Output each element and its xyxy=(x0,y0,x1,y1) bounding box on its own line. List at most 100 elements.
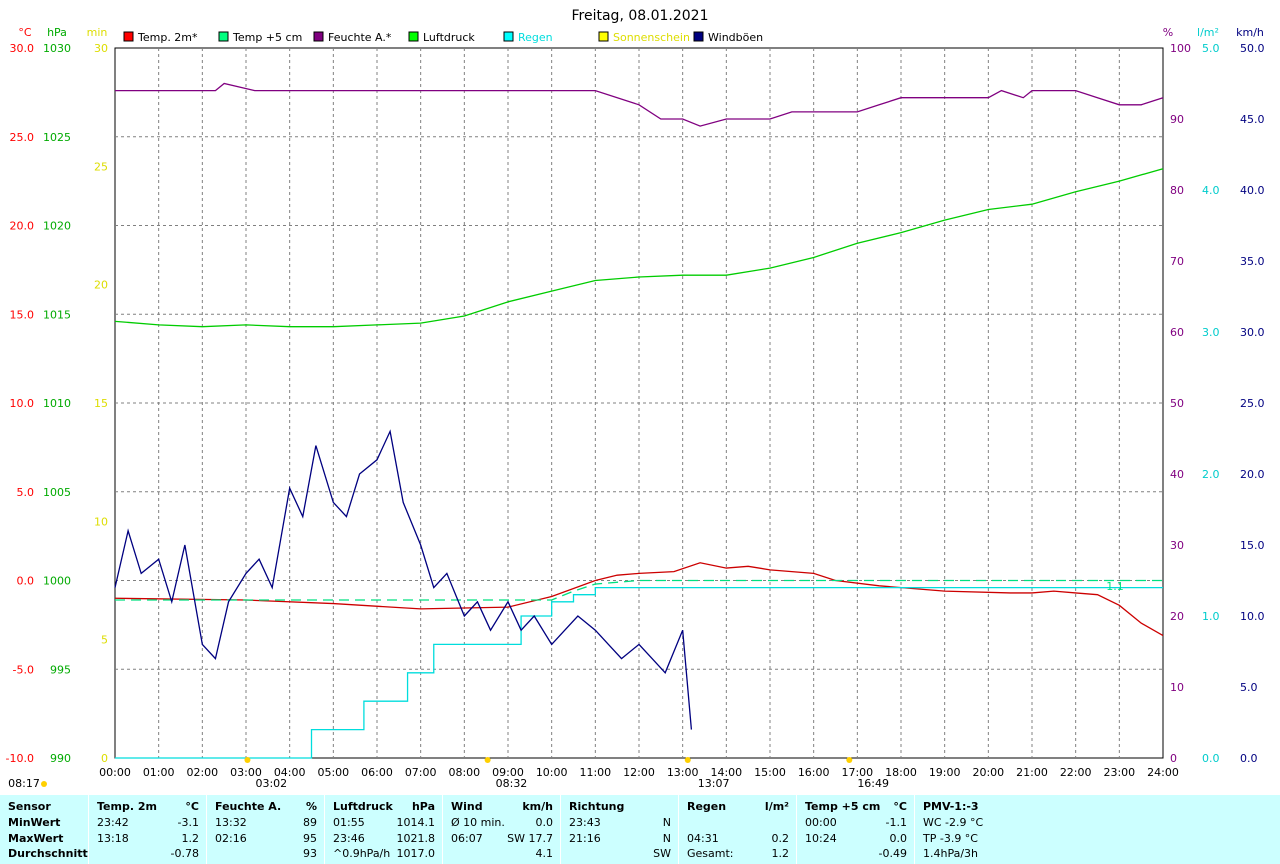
wind-tick-label: 50.0 xyxy=(1240,42,1265,55)
rain-tick-label: 5.0 xyxy=(1202,42,1220,55)
wind-tick-label: 40.0 xyxy=(1240,184,1265,197)
x-tick-label: 03:00 xyxy=(230,766,262,779)
legend-swatch xyxy=(693,31,704,42)
wind-tick-label: 20.0 xyxy=(1240,468,1265,481)
temp-axis-label: °C xyxy=(18,26,32,39)
sun-tick-label: 10 xyxy=(94,515,108,528)
summary-header: Wind xyxy=(451,800,483,813)
summary-time: 21:16 xyxy=(569,832,601,845)
summary-column: Feuchte A.% 13:32 89 02:16 95 93 xyxy=(206,795,325,864)
x-tick-label: 21:00 xyxy=(1016,766,1048,779)
sun-tick-label: 5 xyxy=(101,634,108,647)
pressure-tick-label: 1005 xyxy=(43,486,71,499)
sun-tick-label: 15 xyxy=(94,397,108,410)
summary-value: N xyxy=(662,832,671,845)
wind-tick-label: 45.0 xyxy=(1240,113,1265,126)
x-tick-label: 16:00 xyxy=(798,766,830,779)
summary-header: Luftdruck xyxy=(333,800,393,813)
summary-time: 13:18 xyxy=(97,832,129,845)
temp-tick-label: 20.0 xyxy=(10,220,35,233)
summary-header: Regen xyxy=(687,800,727,813)
summary-column: Regen l/m² 04:31 0.2 Gesamt: 1.2 xyxy=(678,795,797,864)
humidity-tick-label: 10 xyxy=(1170,681,1184,694)
temp-tick-label: 25.0 xyxy=(10,131,35,144)
series-line-luftdruck xyxy=(114,168,1164,328)
summary-header: Temp. 2m xyxy=(97,800,157,813)
summary-time: 23:43 xyxy=(569,816,601,829)
summary-value: 1.2 xyxy=(181,832,200,845)
summary-time: 01:55 xyxy=(333,816,365,829)
summary-time: TP -3.9 °C xyxy=(923,832,978,845)
x-tick-label: 18:00 xyxy=(885,766,917,779)
rain-tick-label: 0.0 xyxy=(1202,752,1220,765)
summary-value: SW xyxy=(653,847,671,860)
sun-tick-label: 0 xyxy=(101,752,108,765)
summary-time: ^0.9hPa/h xyxy=(333,847,391,860)
series-line-feuchte-a- xyxy=(115,82,1164,127)
x-tick-label: 15:00 xyxy=(754,766,786,779)
chart-axes: 00:00 01:00 02:00 03:00 04:00 05:00 06:00 07:00… xyxy=(6,26,1265,779)
summary-unit: km/h xyxy=(522,800,553,813)
weather-chart: 00:00 01:00 02:00 03:00 04:00 05:00 06:00 07:00… xyxy=(6,8,1265,790)
sun-event-label: 08:32 xyxy=(496,777,528,790)
humidity-tick-label: 50 xyxy=(1170,397,1184,410)
x-tick-label: 07:00 xyxy=(405,766,437,779)
pressure-tick-label: 1020 xyxy=(43,220,71,233)
summary-unit: °C xyxy=(185,800,199,813)
summary-column: Luftdruck hPa 01:55 1014.1 23:46 1021.8 ^0.9hP… xyxy=(324,795,443,864)
temp-tick-label: 0.0 xyxy=(17,575,35,588)
summary-column: Temp. 2m °C 23:42 -3.1 13:18 1.2 -0.78 xyxy=(88,795,207,864)
wind-tick-label: 30.0 xyxy=(1240,326,1265,339)
summary-time: 00:00 xyxy=(805,816,837,829)
pressure-tick-label: 995 xyxy=(50,663,71,676)
rain-tick-label: 2.0 xyxy=(1202,468,1220,481)
x-tick-label: 13:00 xyxy=(667,766,699,779)
temp-tick-label: 10.0 xyxy=(10,397,35,410)
sun-axis-label: min xyxy=(87,26,108,39)
summary-time: 23:46 xyxy=(333,832,365,845)
summary-value: -1.1 xyxy=(885,816,907,829)
legend-entry: Temp. 2m* xyxy=(137,31,198,44)
chart-series: 1.1 xyxy=(114,82,1164,759)
summary-column: Richtung 23:43 N 21:16 N SW xyxy=(560,795,679,864)
pressure-tick-label: 990 xyxy=(50,752,71,765)
x-tick-label: 10:00 xyxy=(536,766,568,779)
temp-tick-label: 5.0 xyxy=(17,486,35,499)
summary-row-label: MinWert xyxy=(8,816,61,829)
summary-column: PMV-1:-3 WC -2.9 °C TP -3.9 °C 1.4hPa/3h xyxy=(914,795,1033,864)
legend-entry: Feuchte A.* xyxy=(328,31,392,44)
summary-time: 13:32 xyxy=(215,816,247,829)
summary-header: PMV-1:-3 xyxy=(923,800,979,813)
x-tick-label: 09:00 xyxy=(492,766,524,779)
summary-value: 4.1 xyxy=(535,847,554,860)
chart-annotation: 1.1 xyxy=(1106,580,1124,593)
summary-unit: hPa xyxy=(411,800,435,813)
summary-time: Ø 10 min. xyxy=(451,816,505,829)
summary-time: WC -2.9 °C xyxy=(923,816,984,829)
x-tick-label: 06:00 xyxy=(361,766,393,779)
sun-marker xyxy=(846,757,853,763)
x-tick-label: 02:00 xyxy=(186,766,218,779)
x-tick-label: 11:00 xyxy=(579,766,611,779)
legend-entry: Luftdruck xyxy=(423,31,475,44)
wind-tick-label: 15.0 xyxy=(1240,539,1265,552)
humidity-tick-label: 70 xyxy=(1170,255,1184,268)
summary-value: 0.0 xyxy=(535,816,554,829)
humidity-tick-label: 100 xyxy=(1170,42,1191,55)
x-tick-label: 23:00 xyxy=(1103,766,1135,779)
summary-value: 93 xyxy=(303,847,317,860)
rain-tick-label: 1.0 xyxy=(1202,610,1220,623)
chart-title: Freitag, 08.01.2021 xyxy=(572,8,709,24)
temp-tick-label: -5.0 xyxy=(13,663,34,676)
summary-time: 1.4hPa/3h xyxy=(923,847,979,860)
summary-header: Sensor xyxy=(8,800,51,813)
pressure-axis-label: hPa xyxy=(47,26,67,39)
x-tick-label: 12:00 xyxy=(623,766,655,779)
x-tick-label: 22:00 xyxy=(1060,766,1092,779)
wind-tick-label: 35.0 xyxy=(1240,255,1265,268)
sun-event-label: 08:17 xyxy=(8,777,40,790)
temp-tick-label: -10.0 xyxy=(6,752,34,765)
wind-tick-label: 5.0 xyxy=(1240,681,1258,694)
summary-value: 1.2 xyxy=(771,847,790,860)
sun-tick-label: 25 xyxy=(94,160,108,173)
